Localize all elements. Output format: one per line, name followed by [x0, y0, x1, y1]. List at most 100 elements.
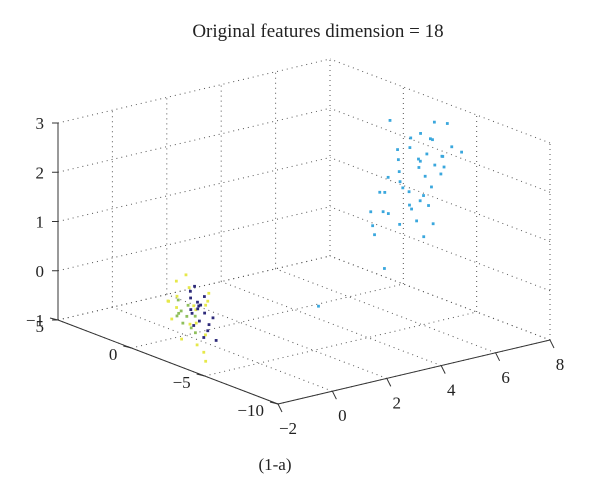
x-tick-label: 8 — [556, 355, 565, 374]
z-tick-label: −1 — [26, 311, 44, 330]
data-point — [369, 210, 373, 214]
data-point — [203, 295, 206, 298]
data-point — [381, 210, 385, 214]
data-point — [439, 172, 443, 176]
axes-box — [57, 58, 551, 405]
z-tick-label: 2 — [36, 163, 45, 182]
data-point — [184, 273, 188, 277]
data-point — [383, 190, 387, 194]
data-point — [189, 326, 193, 330]
data-point — [317, 304, 320, 308]
y-tick-label: −10 — [237, 401, 264, 420]
data-point — [419, 132, 422, 135]
data-point — [188, 322, 192, 326]
y-tick-label: 5 — [36, 317, 45, 336]
data-point — [175, 314, 179, 318]
data-point — [409, 136, 413, 140]
x-tick-label: 4 — [447, 381, 456, 400]
x-tick-mark — [386, 378, 392, 387]
data-point — [206, 299, 210, 303]
data-point — [407, 190, 411, 194]
data-point — [398, 222, 402, 226]
data-point — [189, 296, 192, 300]
data-point — [214, 339, 218, 342]
data-point — [192, 304, 196, 308]
x-tick-label: 6 — [501, 368, 510, 387]
data-point — [195, 343, 199, 347]
data-point — [417, 157, 420, 161]
data-point — [196, 307, 200, 311]
data-point — [193, 314, 197, 318]
data-point — [396, 158, 400, 162]
sidewall-grid-z — [329, 157, 551, 242]
x-tick-label: −2 — [279, 419, 297, 438]
data-point — [204, 303, 208, 307]
data-point — [199, 303, 203, 307]
data-point — [396, 148, 399, 151]
data-point — [193, 284, 196, 288]
data-point — [373, 233, 376, 237]
data-point — [401, 186, 405, 190]
data-point — [202, 336, 206, 339]
backwall-grid-z — [57, 206, 331, 272]
data-point — [174, 279, 178, 283]
data-point — [371, 224, 375, 228]
data-point — [177, 311, 181, 315]
x-tick-mark — [277, 403, 283, 413]
data-point — [180, 337, 183, 341]
data-point — [175, 306, 178, 309]
x-tick-label: 0 — [338, 406, 347, 425]
data-point — [427, 204, 430, 207]
y-axis-line — [57, 319, 279, 405]
sidewall-grid-z — [329, 58, 551, 144]
z-tick-label: 0 — [36, 262, 45, 281]
data-point — [190, 311, 194, 315]
data-point — [378, 190, 382, 194]
chart-title: Original features dimension = 18 — [192, 21, 443, 42]
data-point — [192, 324, 196, 327]
x-axis-line — [277, 339, 551, 405]
data-point — [431, 222, 435, 226]
data-point — [430, 185, 433, 189]
data-point — [441, 155, 445, 158]
backwall-grid-z — [57, 255, 331, 321]
floor-grid-x — [275, 268, 496, 354]
data-point — [170, 317, 174, 321]
data-point — [408, 146, 412, 149]
y-tick-mark — [196, 373, 205, 377]
y-tick-label: −5 — [173, 373, 191, 392]
data-point — [197, 304, 201, 308]
data-point — [432, 120, 436, 124]
data-point — [386, 175, 390, 179]
sidewall-grid-z — [329, 206, 551, 292]
data-point — [388, 119, 392, 122]
data-point — [175, 294, 179, 298]
data-point — [202, 350, 206, 354]
backwall-grid-z — [57, 58, 331, 124]
x-tick-mark — [331, 390, 337, 400]
data-point — [194, 321, 198, 325]
data-point — [460, 150, 463, 154]
data-point — [397, 170, 401, 174]
data-point — [425, 152, 429, 156]
data-point — [186, 303, 190, 307]
data-point — [408, 203, 411, 207]
data-point — [207, 323, 211, 327]
data-point — [422, 194, 425, 197]
data-point — [383, 267, 386, 270]
y-tick-mark — [123, 345, 132, 349]
data-point — [179, 309, 183, 313]
backwall-grid-z — [57, 107, 331, 173]
y-tick-label: 0 — [109, 345, 118, 364]
z-tick-label: 1 — [36, 213, 45, 232]
data-point — [188, 289, 192, 293]
data-point — [398, 180, 402, 184]
data-point — [181, 321, 185, 325]
data-point — [185, 314, 189, 318]
data-point — [450, 145, 454, 149]
figure-caption: (1-a) — [258, 455, 291, 474]
x-tick-label: 2 — [393, 393, 402, 412]
y-tick-mark — [269, 401, 279, 405]
data-point — [207, 291, 211, 295]
